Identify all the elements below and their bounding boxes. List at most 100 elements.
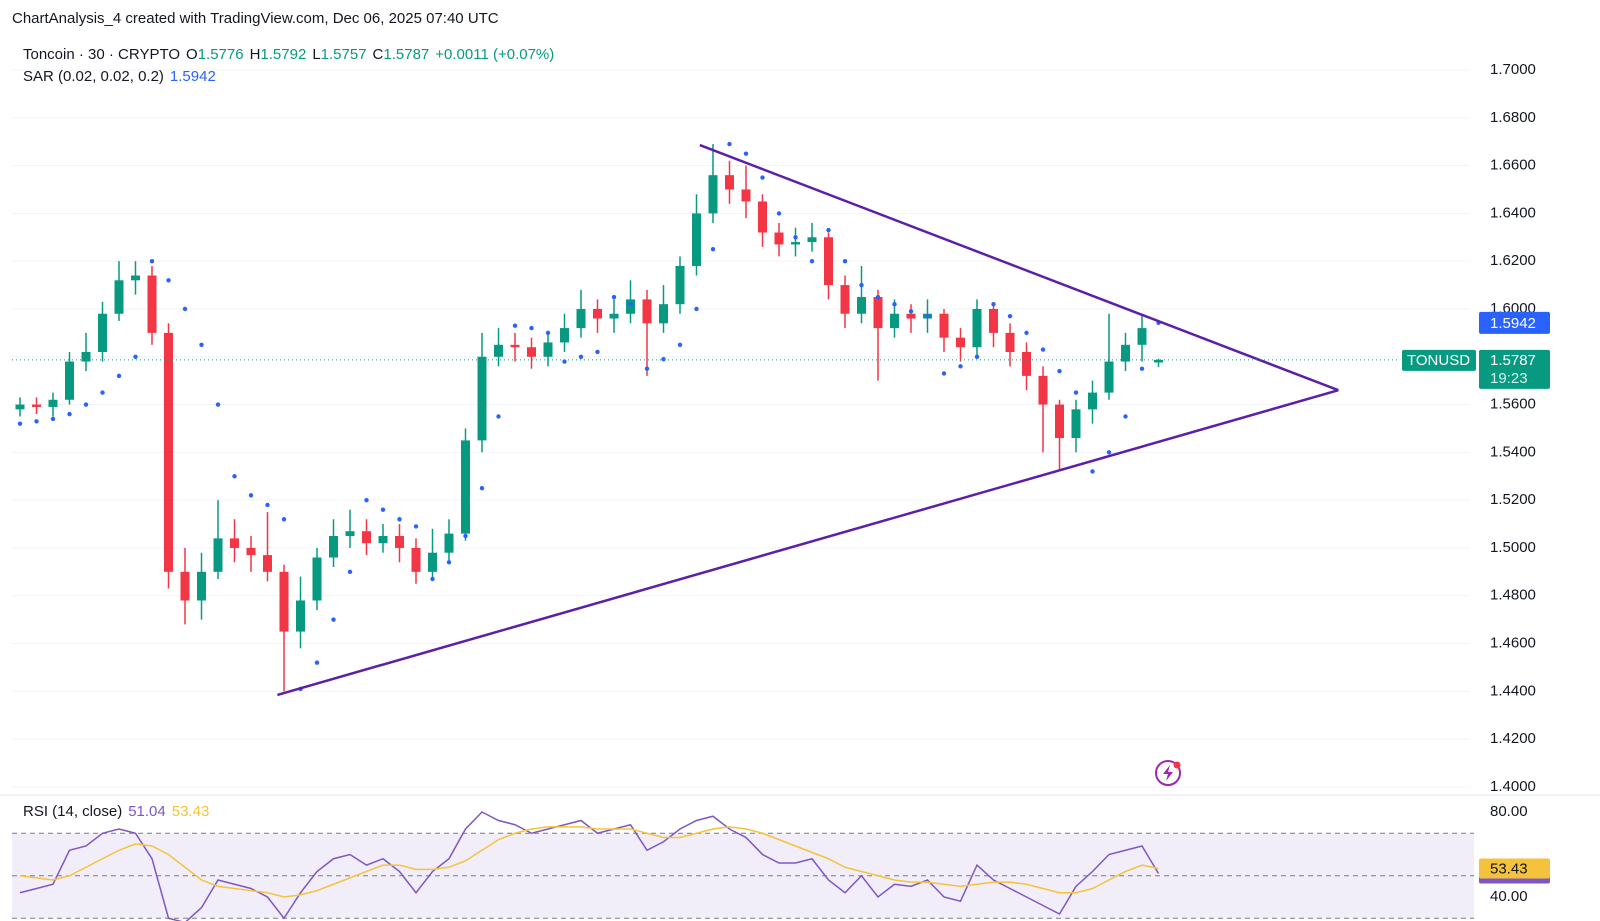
sar-dot xyxy=(265,502,270,508)
candle-body xyxy=(1121,344,1130,362)
sar-dot xyxy=(677,342,683,348)
sar-dot xyxy=(760,175,765,180)
sar-legend: SAR (0.02, 0.02, 0.2) 1.5942 xyxy=(23,68,222,85)
sar-dot xyxy=(743,151,749,156)
ohlc-value: 1.5792 xyxy=(260,46,307,63)
sar-dot xyxy=(1040,347,1046,352)
candle-body xyxy=(230,538,239,548)
sar-dot xyxy=(694,306,699,312)
y-tick-label: 1.5400 xyxy=(1490,443,1536,460)
candle-body xyxy=(1055,404,1064,439)
candle-body xyxy=(989,308,998,333)
sar-dot xyxy=(545,330,551,336)
ohlc-value: 1.5757 xyxy=(320,46,367,63)
icon-bolt xyxy=(1163,765,1173,781)
ohlc-letter: O xyxy=(186,46,198,63)
sar-dot xyxy=(842,258,848,264)
candle-body xyxy=(1104,361,1114,393)
sar-dot xyxy=(562,359,567,364)
sar-dot xyxy=(281,517,287,522)
sar-price-tag xyxy=(1479,311,1550,334)
rsi-value-tag xyxy=(1479,858,1550,879)
candle-body xyxy=(692,213,701,266)
candle-body xyxy=(972,308,982,348)
sar-dot xyxy=(1123,414,1128,419)
candle-body xyxy=(329,535,338,558)
sar-dot xyxy=(463,533,468,539)
trendline xyxy=(699,143,1339,392)
candle-body xyxy=(444,533,454,553)
sar-dot xyxy=(941,371,947,376)
y-tick-label: 1.5200 xyxy=(1490,491,1536,508)
candle-body xyxy=(593,308,602,319)
sar-dot xyxy=(34,419,39,424)
sar-dot xyxy=(628,301,633,307)
sar-dot xyxy=(1007,313,1013,319)
candle-body xyxy=(791,242,800,245)
rsi-tick-label: 40.00 xyxy=(1490,888,1528,905)
candle-body xyxy=(675,265,685,305)
sar-dot xyxy=(116,373,122,379)
last-price-tag xyxy=(1479,349,1550,389)
sar-dot xyxy=(430,576,435,582)
rsi-legend: RSI (14, close) 51.04 53.43 xyxy=(23,803,215,820)
sar-dot xyxy=(512,323,518,328)
sar-dot xyxy=(595,349,600,355)
trendline xyxy=(277,389,1339,697)
sar-dot xyxy=(826,227,831,233)
candle-body xyxy=(1022,351,1031,376)
sar-dot xyxy=(727,141,732,147)
ohlc-letter: H xyxy=(249,46,261,63)
y-tick-label: 1.4400 xyxy=(1490,682,1536,699)
candle-body xyxy=(642,299,652,324)
rsi-value: 51.04 xyxy=(128,803,166,820)
sar-dot xyxy=(314,660,320,665)
sar-value: 1.5942 xyxy=(169,68,216,85)
candle-body xyxy=(296,600,305,632)
icon-ring xyxy=(1155,760,1181,786)
candle-body xyxy=(774,232,784,245)
candle-body xyxy=(411,547,421,572)
rsi-value: 53.43 xyxy=(171,803,210,820)
y-tick-label: 1.6400 xyxy=(1490,204,1536,221)
sar-dot xyxy=(1073,390,1079,395)
candle-body xyxy=(180,571,190,601)
price-pane xyxy=(12,69,1470,788)
candle-body xyxy=(197,571,206,601)
sar-dot xyxy=(578,354,584,359)
candle-body xyxy=(890,313,899,329)
candle-body xyxy=(527,347,536,357)
sar-price-label: 1.5942 xyxy=(1490,315,1536,332)
change-value: +0.0011 (+0.07%) xyxy=(435,46,555,63)
sar-dot xyxy=(991,301,996,307)
symbol-tag xyxy=(1402,349,1476,371)
sar-dot xyxy=(958,364,963,369)
alert-icon[interactable] xyxy=(1155,760,1181,786)
y-tick-label: 1.4000 xyxy=(1490,778,1536,795)
candle-body xyxy=(428,552,437,572)
sar-dot xyxy=(710,247,716,252)
candle-body xyxy=(609,313,619,319)
candle-body xyxy=(659,304,668,324)
candle-body xyxy=(15,404,25,410)
sar-dot xyxy=(892,301,897,307)
y-tick-label: 1.4800 xyxy=(1490,587,1536,604)
sar-dot xyxy=(661,356,666,362)
y-tick-label: 1.6600 xyxy=(1490,157,1536,174)
sar-dot xyxy=(50,416,56,422)
icon-dot xyxy=(1173,761,1181,769)
sar-dot xyxy=(1057,368,1062,374)
ohlc-value: 1.5787 xyxy=(383,46,430,63)
candle-body xyxy=(164,332,173,572)
candle-body xyxy=(939,313,949,338)
sar-dot xyxy=(397,517,402,522)
candle-body xyxy=(81,351,91,362)
sar-dot xyxy=(331,617,336,622)
y-tick-label: 1.5600 xyxy=(1490,396,1536,413)
candle-body xyxy=(741,189,751,202)
candle-body xyxy=(758,201,767,233)
